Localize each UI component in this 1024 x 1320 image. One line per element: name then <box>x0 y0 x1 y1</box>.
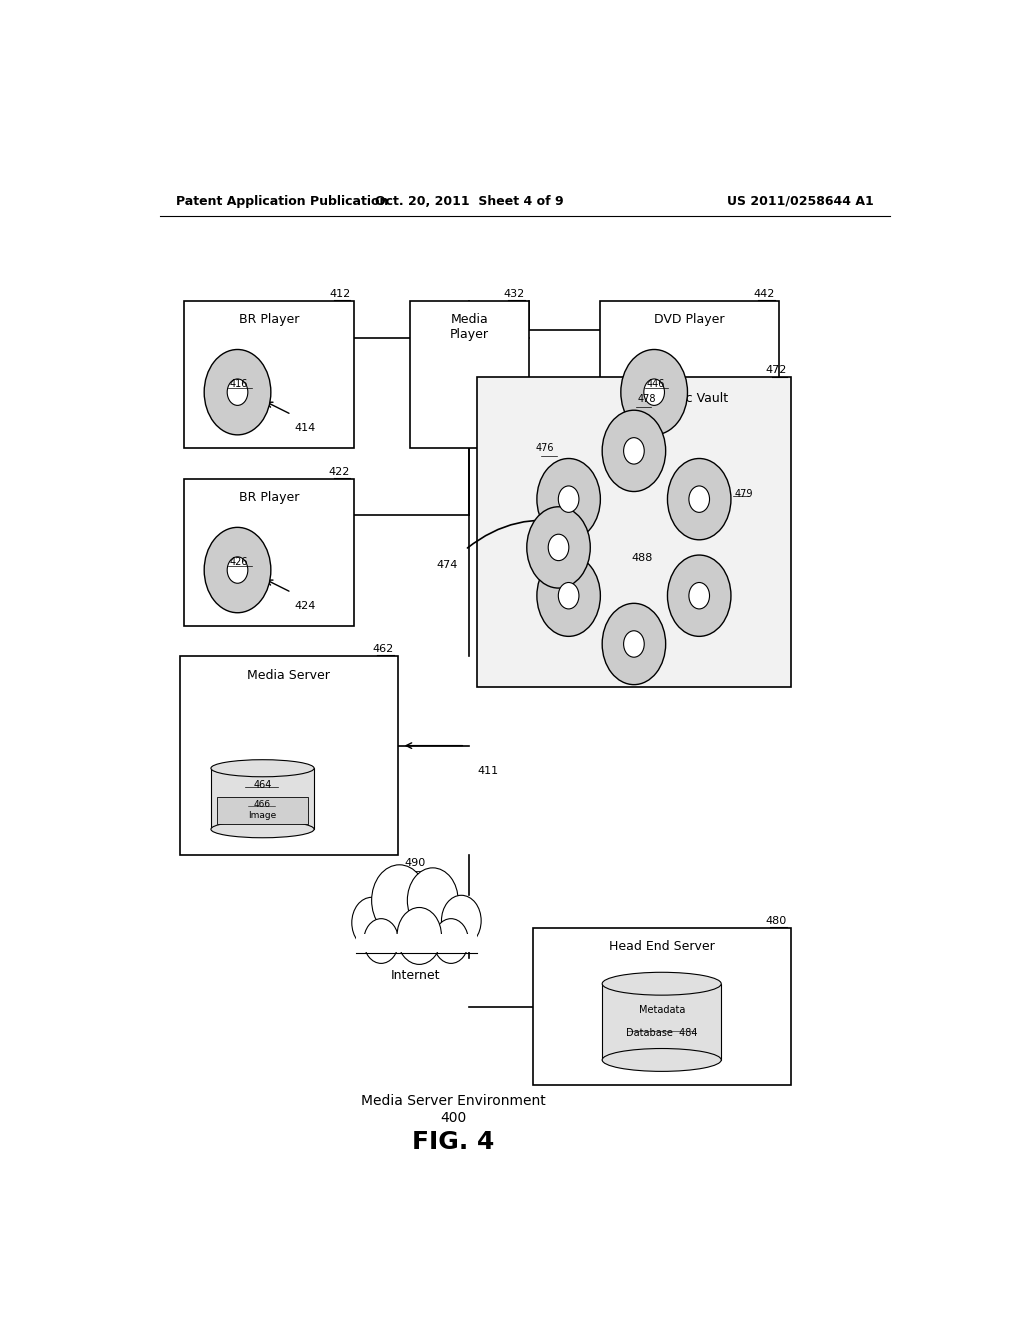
Ellipse shape <box>602 1048 721 1072</box>
Text: 480: 480 <box>765 916 786 925</box>
Bar <box>217 797 308 824</box>
Circle shape <box>602 411 666 491</box>
Circle shape <box>227 557 248 583</box>
Circle shape <box>602 603 666 685</box>
Bar <box>355 935 477 952</box>
Circle shape <box>526 507 590 589</box>
Circle shape <box>397 907 441 965</box>
Circle shape <box>537 458 600 540</box>
Circle shape <box>441 895 481 946</box>
Ellipse shape <box>602 973 721 995</box>
Text: Oct. 20, 2011  Sheet 4 of 9: Oct. 20, 2011 Sheet 4 of 9 <box>375 194 563 207</box>
Text: US 2011/0258644 A1: US 2011/0258644 A1 <box>727 194 873 207</box>
Circle shape <box>668 458 731 540</box>
Text: 476: 476 <box>536 444 554 453</box>
Text: Media Server Environment: Media Server Environment <box>361 1093 546 1107</box>
Ellipse shape <box>211 760 314 776</box>
Text: 414: 414 <box>295 422 316 433</box>
Text: FIG. 4: FIG. 4 <box>413 1130 495 1154</box>
Text: Image: Image <box>249 812 276 821</box>
Text: 490: 490 <box>404 858 426 867</box>
Circle shape <box>372 865 427 936</box>
Bar <box>410 301 528 447</box>
Text: Media
Player: Media Player <box>450 313 488 341</box>
Text: 432: 432 <box>504 289 524 298</box>
Text: 426: 426 <box>229 557 249 566</box>
Text: 464: 464 <box>253 780 271 791</box>
Circle shape <box>558 486 579 512</box>
Circle shape <box>668 554 731 636</box>
Text: 442: 442 <box>754 289 775 298</box>
Bar <box>600 301 778 447</box>
Text: Head End Server: Head End Server <box>609 940 715 953</box>
Ellipse shape <box>211 821 314 838</box>
Text: Internet: Internet <box>390 969 440 982</box>
Text: 424: 424 <box>295 601 316 611</box>
Text: 444: 444 <box>716 422 737 433</box>
Text: 412: 412 <box>329 289 350 298</box>
Bar <box>477 378 791 686</box>
Text: 488: 488 <box>631 553 652 562</box>
Text: DVD Player: DVD Player <box>654 313 725 326</box>
Circle shape <box>204 350 270 434</box>
Circle shape <box>204 528 270 612</box>
Text: 474: 474 <box>436 560 458 570</box>
Circle shape <box>621 350 687 434</box>
Circle shape <box>408 867 458 933</box>
Bar <box>183 479 354 626</box>
Text: 422: 422 <box>329 466 350 477</box>
Text: 478: 478 <box>638 395 656 404</box>
Text: 479: 479 <box>735 490 754 499</box>
Text: BR Player: BR Player <box>239 491 299 504</box>
Circle shape <box>364 919 398 964</box>
Circle shape <box>644 379 665 405</box>
Text: 472: 472 <box>765 364 786 375</box>
Text: Database  484: Database 484 <box>626 1028 697 1039</box>
Text: 416: 416 <box>230 379 248 389</box>
Bar <box>179 656 398 854</box>
Circle shape <box>537 554 600 636</box>
Circle shape <box>433 919 468 964</box>
Circle shape <box>352 898 391 948</box>
Circle shape <box>227 379 248 405</box>
Text: 466: 466 <box>254 800 271 809</box>
Text: Metadata: Metadata <box>639 1006 685 1015</box>
Text: Disc Vault: Disc Vault <box>666 392 728 405</box>
Text: 446: 446 <box>646 379 665 389</box>
Circle shape <box>689 582 710 609</box>
Bar <box>183 301 354 447</box>
Text: 411: 411 <box>477 766 499 776</box>
Text: Patent Application Publication: Patent Application Publication <box>176 194 388 207</box>
Circle shape <box>689 486 710 512</box>
Bar <box>602 983 721 1060</box>
Circle shape <box>624 631 644 657</box>
Text: 462: 462 <box>373 644 394 655</box>
Circle shape <box>558 582 579 609</box>
Circle shape <box>624 438 644 465</box>
Text: Media Server: Media Server <box>247 669 330 681</box>
Text: Storage: Storage <box>244 801 282 810</box>
Bar <box>532 928 791 1085</box>
Circle shape <box>548 535 569 561</box>
Bar <box>211 768 314 829</box>
Text: 400: 400 <box>440 1111 467 1125</box>
Text: BR Player: BR Player <box>239 313 299 326</box>
